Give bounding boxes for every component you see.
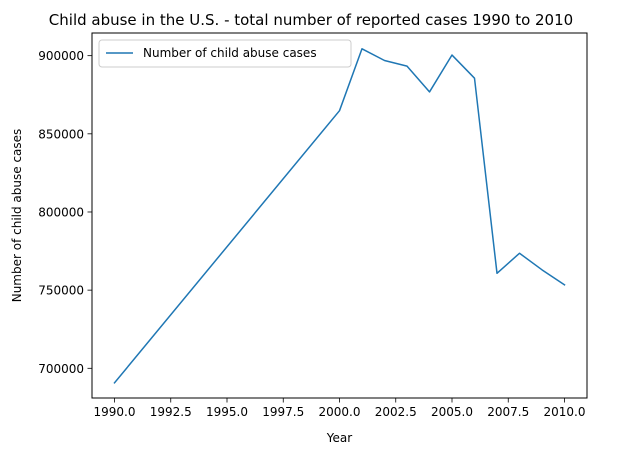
x-tick-label: 2007.5 <box>487 405 529 419</box>
legend-box <box>98 39 352 68</box>
legend-entry: Number of child abuse cases <box>143 46 317 60</box>
x-axis-label: Year <box>326 431 352 445</box>
y-tick-label: 900000 <box>38 49 84 63</box>
y-tick-label: 800000 <box>38 205 84 219</box>
y-tick-label: 700000 <box>38 362 84 376</box>
y-axis-label: Number of child abuse cases <box>10 129 24 303</box>
ticks: 1990.0 1992.5 1995.0 1997.5 2000.0 2002.5 2005… <box>38 49 585 419</box>
x-tick-label: 1995.0 <box>206 405 248 419</box>
x-tick-label: 2002.5 <box>375 405 417 419</box>
y-tick-label: 850000 <box>38 127 84 141</box>
x-tick-label: 1990.0 <box>94 405 136 419</box>
plot-frame <box>91 32 588 399</box>
legend: Number of child abuse cases <box>98 39 352 68</box>
x-tick-label: 2005.0 <box>431 405 473 419</box>
x-tick-label: 2010.0 <box>544 405 586 419</box>
x-tick-label: 1997.5 <box>262 405 304 419</box>
y-tick-label: 750000 <box>38 284 84 298</box>
x-tick-label: 1992.5 <box>150 405 192 419</box>
chart-title: Child abuse in the U.S. - total number o… <box>49 11 573 29</box>
x-tick-label: 2000.0 <box>319 405 361 419</box>
plot-series <box>113 48 566 384</box>
series-line <box>113 48 566 384</box>
